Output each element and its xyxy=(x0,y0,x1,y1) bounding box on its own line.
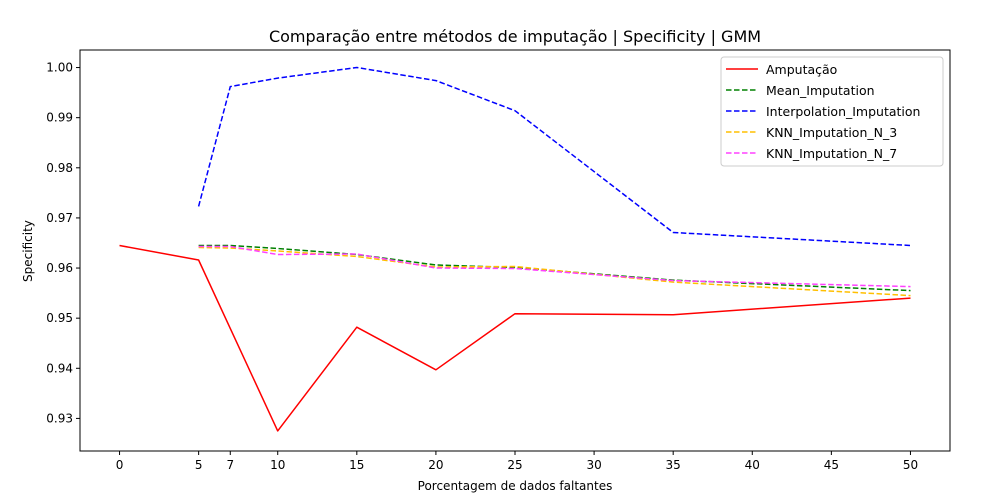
x-tick-label: 10 xyxy=(270,458,285,472)
y-axis: 0.93 0.94 0.95 0.96 0.97 0.98 0.99 1.00 xyxy=(46,61,80,425)
x-tick-label: 0 xyxy=(116,458,124,472)
legend-label: Interpolation_Imputation xyxy=(766,104,920,119)
y-tick-label: 0.93 xyxy=(46,411,73,425)
x-axis-label: Porcentagem de dados faltantes xyxy=(418,479,613,493)
legend-label: KNN_Imputation_N_7 xyxy=(766,146,897,161)
y-tick-label: 0.97 xyxy=(46,211,73,225)
y-tick-label: 1.00 xyxy=(46,61,73,75)
y-tick-label: 0.99 xyxy=(46,111,73,125)
x-tick-label: 20 xyxy=(428,458,443,472)
y-tick-label: 0.96 xyxy=(46,261,73,275)
y-tick-label: 0.95 xyxy=(46,311,73,325)
x-axis: 0 5 7 10 15 20 25 30 35 40 45 50 xyxy=(116,451,918,472)
x-tick-label: 7 xyxy=(226,458,234,472)
legend-label: Amputação xyxy=(766,62,837,77)
x-tick-label: 40 xyxy=(745,458,760,472)
series-line-interpolation-imputation xyxy=(197,66,911,247)
chart-title: Comparação entre métodos de imputação | … xyxy=(269,27,761,46)
y-tick-label: 0.94 xyxy=(46,361,73,375)
x-tick-label: 25 xyxy=(507,458,522,472)
legend-label: KNN_Imputation_N_3 xyxy=(766,125,897,140)
legend-label: Mean_Imputation xyxy=(766,83,875,98)
x-tick-label: 5 xyxy=(195,458,203,472)
x-tick-label: 45 xyxy=(824,458,839,472)
series-line-knn-imputation-n-7 xyxy=(198,245,911,288)
x-tick-label: 50 xyxy=(903,458,918,472)
y-tick-label: 0.98 xyxy=(46,161,73,175)
x-tick-label: 30 xyxy=(586,458,601,472)
series-line-knn-imputation-n-3 xyxy=(198,246,911,297)
x-tick-label: 15 xyxy=(349,458,364,472)
plot-layer xyxy=(119,66,911,432)
y-axis-label: Specificity xyxy=(21,220,35,282)
legend-box xyxy=(720,56,944,167)
legend: Amputação Mean_Imputation Interpolation_Im… xyxy=(720,56,944,167)
series-line-amputa-o xyxy=(119,244,911,432)
x-tick-label: 35 xyxy=(666,458,681,472)
